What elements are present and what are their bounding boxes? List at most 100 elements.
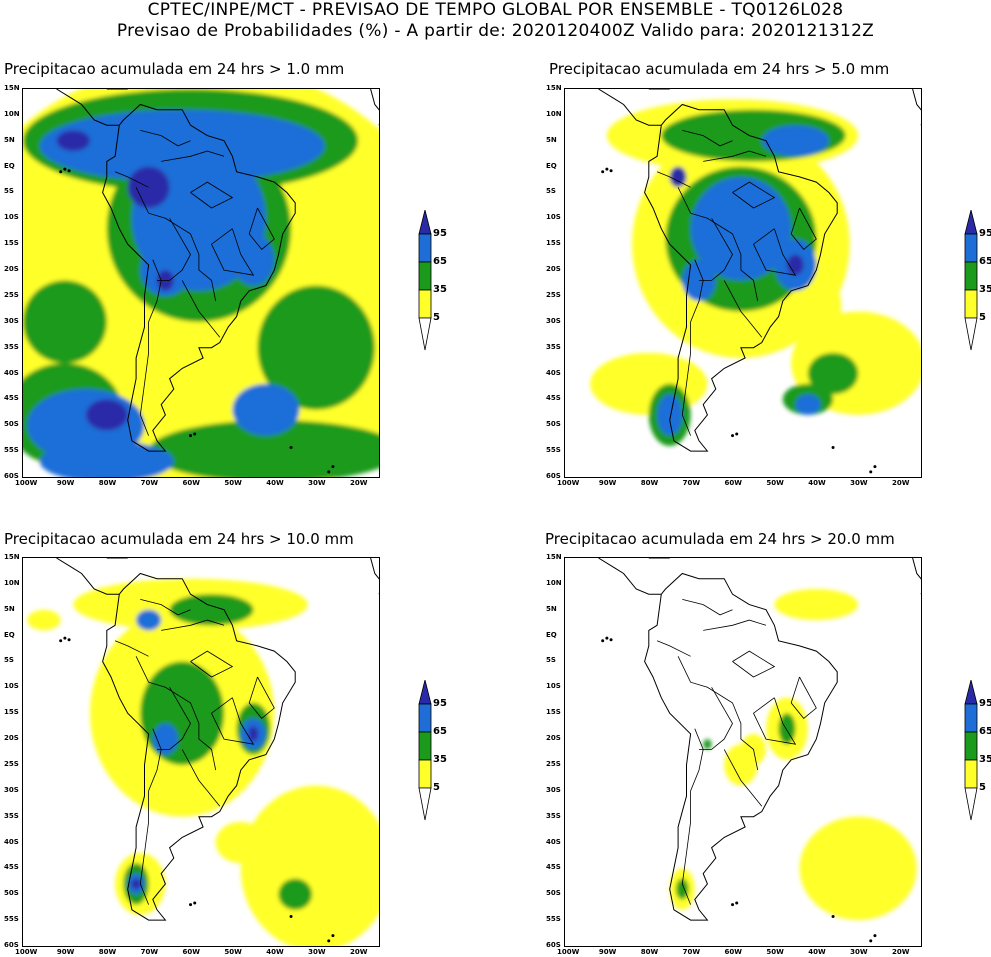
lat-tick-label: 15S [4, 239, 19, 248]
country-border [181, 280, 221, 338]
country-border [723, 280, 763, 338]
lat-tick-label: 5S [4, 187, 14, 196]
country-border [681, 728, 704, 905]
island [193, 432, 197, 436]
country-border [157, 687, 191, 750]
country-border [790, 207, 817, 250]
colorbar-segment [418, 233, 432, 263]
colorbar-label: 65 [979, 256, 991, 267]
colorbar-label: 95 [979, 228, 991, 239]
probability-area [169, 594, 254, 626]
lat-tick-label: 5N [546, 604, 557, 613]
colorbar-label: 5 [979, 782, 986, 793]
lat-tick-label: 20S [546, 734, 561, 743]
coastline [912, 558, 921, 595]
south-america-coastline [102, 103, 296, 452]
colorbar-segment [964, 289, 978, 319]
lat-tick-label: EQ [546, 161, 557, 170]
country-border [703, 150, 767, 162]
lon-tick-label: 70W [140, 479, 159, 487]
colorbar-bottom-arrow [964, 317, 978, 351]
lon-tick-label: 20W [350, 479, 368, 487]
panel-title-p3: Precipitacao acumulada em 24 hrs > 10.0 … [4, 530, 354, 548]
colorbar-label: 95 [979, 698, 991, 709]
colorbar-segment [418, 703, 432, 733]
map-p3 [22, 557, 380, 947]
map-p2 [564, 88, 922, 478]
lat-tick-label: 45S [546, 863, 561, 872]
lat-tick-label: 30S [4, 785, 19, 794]
island [59, 170, 63, 174]
lat-tick-label: 15S [546, 708, 561, 717]
country-border [682, 130, 733, 147]
lat-tick-label: 5N [546, 135, 557, 144]
colorbar-segment [964, 703, 978, 733]
island [327, 470, 331, 474]
country-border [139, 728, 162, 905]
probability-area [56, 130, 91, 152]
lat-tick-label: 35S [546, 811, 561, 820]
probability-area [278, 878, 312, 910]
lon-tick-label: 100W [557, 479, 580, 487]
lon-tick-label: 80W [98, 948, 117, 956]
island [289, 915, 293, 919]
country-border [752, 697, 797, 745]
country-border [703, 619, 767, 631]
country-border [139, 259, 162, 436]
lon-tick-label: 20W [892, 948, 910, 956]
lat-tick-label: 25S [546, 759, 561, 768]
lat-tick-label: 40S [546, 837, 561, 846]
country-border [677, 656, 759, 771]
panel-title-p4: Precipitacao acumulada em 24 hrs > 20.0 … [545, 530, 895, 548]
coastline [598, 89, 662, 126]
island [189, 434, 193, 438]
lon-tick-label: 70W [682, 948, 701, 956]
lon-tick-label: 30W [308, 948, 326, 956]
colorbar-p4 [964, 679, 978, 826]
lat-tick-label: 60S [546, 941, 561, 949]
country-border [732, 181, 776, 209]
island [831, 446, 835, 450]
colorbar-segment [964, 261, 978, 291]
lat-tick-label: 10N [546, 578, 562, 587]
probability-area [127, 166, 170, 208]
country-border [752, 228, 797, 276]
colorbar-p3 [418, 679, 432, 826]
probability-area [675, 878, 689, 900]
lon-tick-label: 30W [308, 479, 326, 487]
country-border [181, 749, 221, 807]
island [873, 465, 877, 469]
lat-tick-label: 45S [4, 394, 19, 403]
map-svg-p3 [27, 558, 379, 946]
probability-area [232, 233, 275, 286]
island [605, 636, 609, 640]
south-america-coastline [644, 103, 838, 452]
colorbar-p2 [964, 209, 978, 356]
country-border [699, 218, 733, 281]
lat-tick-label: 15N [546, 84, 562, 92]
coastline [56, 558, 120, 595]
lat-tick-label: 55S [546, 915, 561, 924]
colorbar-label: 35 [433, 284, 447, 295]
country-border [732, 650, 776, 678]
probability-area [85, 399, 128, 431]
country-border [210, 697, 255, 745]
country-border [682, 599, 733, 616]
island [59, 639, 63, 643]
lon-tick-label: 40W [808, 948, 826, 956]
probability-area [257, 285, 375, 410]
country-border [157, 218, 191, 281]
lat-tick-label: 55S [4, 915, 19, 924]
map-svg-p2 [590, 89, 921, 474]
lat-tick-label: 20S [546, 265, 561, 274]
country-border [723, 749, 763, 807]
colorbar-top-arrow [964, 679, 978, 705]
lat-tick-label: 15N [546, 553, 562, 561]
map-p1 [22, 88, 380, 478]
lat-tick-label: 10S [4, 213, 19, 222]
lat-tick-label: 45S [546, 394, 561, 403]
country-border [140, 599, 191, 616]
lat-tick-label: 40S [4, 368, 19, 377]
map-p4 [564, 557, 922, 947]
probability-area [215, 821, 266, 864]
